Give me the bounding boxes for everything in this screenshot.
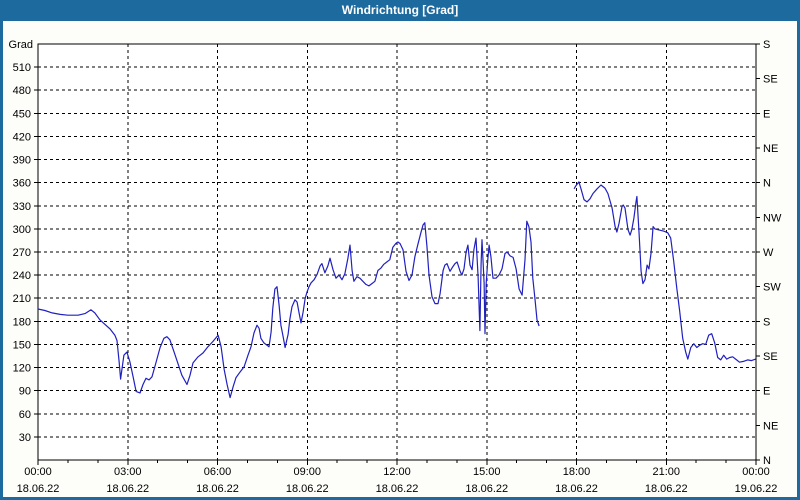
y-right-compass-label: NE: [763, 143, 778, 155]
x-date-label: 19.06.22: [735, 483, 778, 495]
x-time-label: 12:00: [383, 466, 411, 478]
series-windrichtung: [37, 181, 756, 399]
x-date-label: 18.06.22: [465, 483, 508, 495]
series-line-segment: [37, 220, 540, 399]
y-right-compass-label: E: [763, 108, 770, 120]
y-left-tick-label: 60: [19, 409, 31, 421]
y-left-tick-label: 210: [13, 293, 31, 305]
y-right-compass-label: SW: [763, 282, 781, 294]
series-line-segment: [573, 181, 756, 363]
y-right-compass-label: SE: [763, 74, 778, 86]
x-time-label: 15:00: [473, 466, 501, 478]
plot-area: [38, 44, 756, 460]
y-right-compass-label: S: [763, 316, 770, 328]
axes: [34, 43, 760, 465]
x-time-label: 18:00: [563, 466, 591, 478]
x-date-label: 18.06.22: [645, 483, 688, 495]
x-time-label: 21:00: [652, 466, 680, 478]
y-left-tick-label: 420: [13, 131, 31, 143]
y-left-tick-label: 360: [13, 178, 31, 190]
y-left-tick-label: 450: [13, 108, 31, 120]
x-date-label: 18.06.22: [106, 483, 149, 495]
y-left-tick-label: 510: [13, 62, 31, 74]
y-left-tick-label: 270: [13, 247, 31, 259]
y-left-tick-label: 90: [19, 386, 31, 398]
x-time-label: 00:00: [24, 466, 52, 478]
x-date-label: 18.06.22: [286, 483, 329, 495]
x-date-label: 18.06.22: [555, 483, 598, 495]
y-left-tick-label: 180: [13, 316, 31, 328]
y-left-tick-label: 300: [13, 224, 31, 236]
axis-labels: Grad 30 60 90 120 150 180 210 240 270 300 330 360 390…: [9, 39, 782, 495]
y-left-tick-label: 390: [13, 155, 31, 167]
y-left-tick-label: 150: [13, 339, 31, 351]
y-right-compass-label: N: [763, 455, 771, 467]
y-right-compass-label: SE: [763, 351, 778, 363]
y-right-compass-label: N: [763, 178, 771, 190]
window-titlebar: Windrichtung [Grad]: [0, 0, 800, 21]
x-time-label: 06:00: [204, 466, 232, 478]
y-left-tick-label: 330: [13, 201, 31, 213]
window-title: Windrichtung [Grad]: [341, 3, 459, 17]
y-right-compass-label: E: [763, 386, 770, 398]
x-date-label: 18.06.22: [196, 483, 239, 495]
y-axis-unit-label: Grad: [9, 39, 33, 51]
x-time-label: 09:00: [293, 466, 321, 478]
x-time-label: 03:00: [114, 466, 142, 478]
y-right-compass-label: NE: [763, 420, 778, 432]
x-date-label: 18.06.22: [17, 483, 60, 495]
y-right-compass-label: S: [763, 39, 770, 51]
y-left-tick-label: 240: [13, 270, 31, 282]
x-date-label: 18.06.22: [376, 483, 419, 495]
y-left-tick-label: 30: [19, 432, 31, 444]
y-left-tick-label: 480: [13, 85, 31, 97]
x-time-label: 00:00: [742, 466, 770, 478]
y-right-compass-label: NW: [763, 212, 782, 224]
y-right-compass-label: W: [763, 247, 774, 259]
y-left-tick-label: 120: [13, 363, 31, 375]
